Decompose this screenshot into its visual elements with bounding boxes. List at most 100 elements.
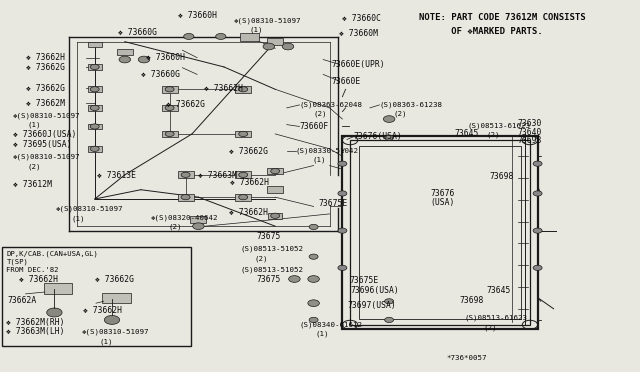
Text: (S)08330-51042: (S)08330-51042 [296,147,358,154]
Circle shape [47,308,62,317]
Bar [88,146,102,152]
Text: ❖ 73662M(RH): ❖ 73662M(RH) [6,318,65,327]
Circle shape [385,135,394,140]
Text: 73676: 73676 [430,189,454,198]
Text: 73675: 73675 [256,232,280,241]
Text: ❖ 73660H: ❖ 73660H [178,11,217,20]
Text: 73697(USA): 73697(USA) [348,301,396,310]
Text: (USA): (USA) [430,198,454,207]
Text: (1): (1) [312,157,326,163]
Bar [236,171,251,178]
Text: OF ❖MARKED PARTS.: OF ❖MARKED PARTS. [419,27,543,36]
Text: ❖ 73662H: ❖ 73662H [230,178,269,187]
Text: ❖ 73660J(USA): ❖ 73660J(USA) [13,130,76,139]
Bar [236,131,251,137]
Text: ❖ 73695(USA): ❖ 73695(USA) [13,140,71,149]
Text: ❖ 73663M: ❖ 73663M [198,171,237,180]
Text: 73698: 73698 [460,296,484,305]
Circle shape [271,169,280,174]
Text: (S)08513-51052: (S)08513-51052 [240,246,303,253]
Text: (S)08340-61612: (S)08340-61612 [300,321,362,328]
Bar [268,168,283,174]
Text: ❖ 73662G: ❖ 73662G [26,84,65,93]
Text: (2): (2) [483,324,497,331]
Circle shape [533,161,542,166]
Text: (1): (1) [99,338,113,345]
Text: 73675E: 73675E [349,276,379,285]
Text: ❖(S)08310-51097: ❖(S)08310-51097 [234,17,301,24]
Circle shape [165,87,174,92]
Text: 73698: 73698 [489,172,513,181]
Text: (S)08363-61238: (S)08363-61238 [380,102,442,108]
Bar [161,105,178,111]
Text: ❖ 73612M: ❖ 73612M [13,180,52,189]
Text: (1): (1) [28,121,41,128]
Circle shape [90,146,99,151]
Text: ❖ 73660H: ❖ 73660H [146,53,185,62]
Circle shape [90,124,99,129]
Text: (1): (1) [72,215,85,222]
Circle shape [338,161,347,166]
Text: 73660E: 73660E [332,77,361,86]
Text: (S)08513-61623: (S)08513-61623 [465,315,527,321]
Bar [161,86,178,93]
Bar [88,124,102,129]
Text: (2): (2) [28,163,41,170]
Text: ❖ 73662H: ❖ 73662H [26,53,65,62]
Circle shape [104,315,120,324]
Text: *736*0057: *736*0057 [447,355,487,361]
Circle shape [383,116,395,122]
Bar [177,194,193,201]
Circle shape [309,317,318,323]
Circle shape [263,43,275,50]
Circle shape [385,299,394,304]
Circle shape [309,224,318,230]
Circle shape [533,228,542,233]
Circle shape [184,33,194,39]
Text: 73675E: 73675E [319,199,348,208]
Text: ❖ 73662G: ❖ 73662G [26,63,65,72]
Text: (S)08513-61623: (S)08513-61623 [467,122,530,129]
Bar [236,86,251,93]
Bar [102,293,131,303]
Text: ❖(S)08310-51097: ❖(S)08310-51097 [13,112,80,119]
Text: FROM DEC.'82: FROM DEC.'82 [6,267,59,273]
Circle shape [289,276,300,282]
Circle shape [90,87,99,92]
Bar [268,38,283,45]
Text: T(SP): T(SP) [6,259,28,265]
Text: ❖ 73662H: ❖ 73662H [229,208,268,217]
Text: (S)08363-62048: (S)08363-62048 [300,102,362,108]
Bar [116,49,133,55]
Text: (S)08513-51052: (S)08513-51052 [240,266,303,273]
Circle shape [338,191,347,196]
Text: ❖ 73660M: ❖ 73660M [339,29,378,38]
Text: (2): (2) [486,132,500,138]
Bar [2,247,191,346]
Bar [359,145,521,320]
Text: ❖ 73613E: ❖ 73613E [97,171,136,180]
Text: DP,K/CAB.(CAN+USA,GL): DP,K/CAB.(CAN+USA,GL) [6,250,99,257]
Text: 73660F: 73660F [300,122,329,131]
Bar [350,140,530,325]
Text: (1): (1) [316,330,329,337]
Circle shape [119,56,131,63]
Text: (2): (2) [394,111,407,118]
Bar [236,194,251,201]
Circle shape [338,265,347,270]
Text: 73675: 73675 [256,275,280,283]
Text: 73698: 73698 [517,136,541,145]
Circle shape [193,223,204,230]
Circle shape [165,105,174,110]
Text: 73676(USA): 73676(USA) [354,132,403,141]
Bar [342,136,538,329]
Circle shape [308,276,319,282]
Circle shape [138,56,150,63]
Text: ❖ 73662H: ❖ 73662H [19,275,58,284]
Circle shape [181,172,190,177]
Text: ❖ 73662G: ❖ 73662G [166,100,205,109]
Text: 73645: 73645 [486,286,511,295]
Text: 73662A: 73662A [8,296,37,305]
Text: (2): (2) [314,111,327,118]
Text: (1): (1) [250,26,263,33]
